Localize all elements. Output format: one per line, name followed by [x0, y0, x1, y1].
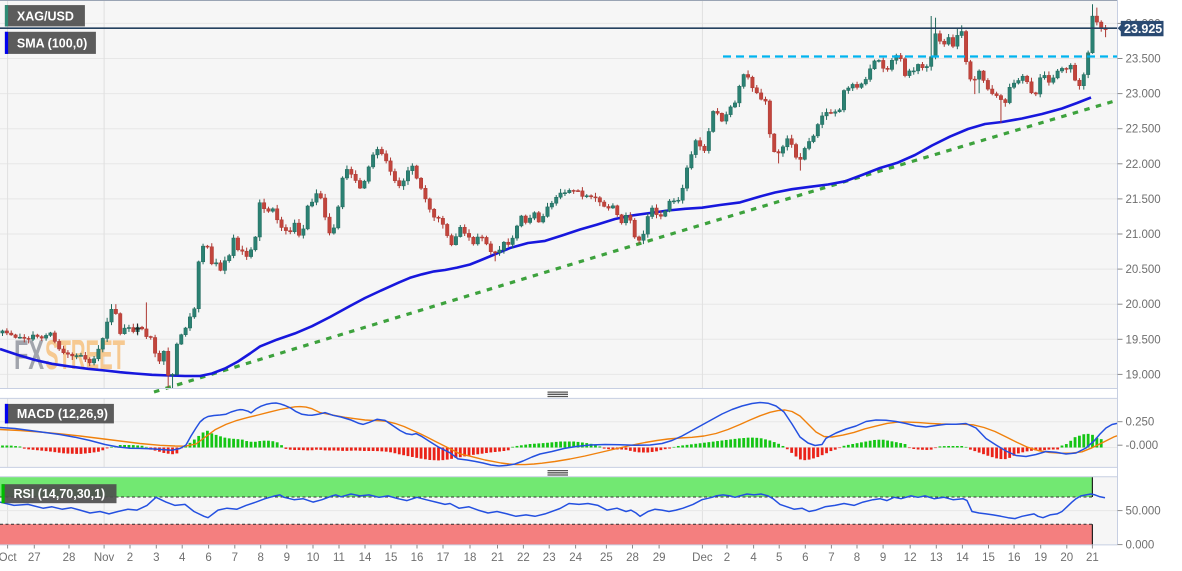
svg-text:21.000: 21.000 — [1126, 229, 1161, 241]
svg-text:14: 14 — [956, 552, 969, 564]
svg-text:16: 16 — [1008, 552, 1021, 564]
svg-text:19.500: 19.500 — [1126, 334, 1161, 346]
svg-text:28: 28 — [63, 552, 76, 564]
svg-text:29: 29 — [653, 552, 666, 564]
svg-text:5: 5 — [776, 552, 782, 564]
svg-text:17: 17 — [437, 552, 450, 564]
svg-text:8: 8 — [257, 552, 263, 564]
svg-text:24: 24 — [569, 552, 582, 564]
svg-text:XAG/USD: XAG/USD — [17, 9, 74, 23]
svg-text:9: 9 — [284, 552, 290, 564]
svg-text:22.500: 22.500 — [1126, 124, 1161, 136]
svg-text:Dec: Dec — [692, 552, 713, 564]
svg-text:2: 2 — [724, 552, 730, 564]
svg-text:Oct: Oct — [0, 552, 17, 564]
svg-text:21: 21 — [491, 552, 504, 564]
svg-text:6: 6 — [802, 552, 808, 564]
svg-text:2: 2 — [127, 552, 133, 564]
svg-text:19.000: 19.000 — [1126, 369, 1161, 381]
svg-text:-0.000: -0.000 — [1126, 440, 1159, 452]
svg-text:23.500: 23.500 — [1126, 54, 1161, 66]
svg-text:7: 7 — [828, 552, 834, 564]
svg-text:18: 18 — [464, 552, 477, 564]
svg-text:11: 11 — [333, 552, 345, 564]
svg-text:3: 3 — [153, 552, 159, 564]
svg-text:22.000: 22.000 — [1126, 159, 1161, 171]
svg-text:9: 9 — [880, 552, 886, 564]
svg-text:50.000: 50.000 — [1126, 506, 1161, 518]
svg-text:0.000: 0.000 — [1126, 540, 1155, 552]
svg-text:RSI (14,70,30,1): RSI (14,70,30,1) — [14, 487, 106, 501]
svg-text:23.925: 23.925 — [1124, 22, 1162, 36]
svg-text:4: 4 — [179, 552, 186, 564]
svg-text:8: 8 — [854, 552, 860, 564]
svg-text:12: 12 — [904, 552, 917, 564]
svg-text:23: 23 — [543, 552, 556, 564]
svg-text:MACD (12,26,9): MACD (12,26,9) — [17, 407, 108, 421]
svg-text:0.250: 0.250 — [1126, 417, 1155, 429]
svg-text:21.500: 21.500 — [1126, 194, 1161, 206]
svg-text:15: 15 — [385, 552, 398, 564]
svg-text:13: 13 — [930, 552, 943, 564]
svg-text:7: 7 — [232, 552, 238, 564]
svg-text:19: 19 — [1034, 552, 1047, 564]
svg-text:25: 25 — [600, 552, 613, 564]
svg-text:10: 10 — [307, 552, 320, 564]
svg-text:22: 22 — [517, 552, 530, 564]
svg-text:15: 15 — [982, 552, 995, 564]
svg-text:21: 21 — [1086, 552, 1099, 564]
svg-text:23.000: 23.000 — [1126, 89, 1161, 101]
svg-text:14: 14 — [359, 552, 372, 564]
svg-text:6: 6 — [205, 552, 211, 564]
svg-text:20.000: 20.000 — [1126, 299, 1161, 311]
svg-text:27: 27 — [28, 552, 41, 564]
svg-text:20.500: 20.500 — [1126, 264, 1161, 276]
svg-text:28: 28 — [626, 552, 639, 564]
svg-text:SMA (100,0): SMA (100,0) — [17, 36, 87, 50]
svg-text:Nov: Nov — [94, 552, 115, 564]
svg-text:4: 4 — [750, 552, 757, 564]
svg-text:20: 20 — [1060, 552, 1073, 564]
svg-text:16: 16 — [411, 552, 424, 564]
